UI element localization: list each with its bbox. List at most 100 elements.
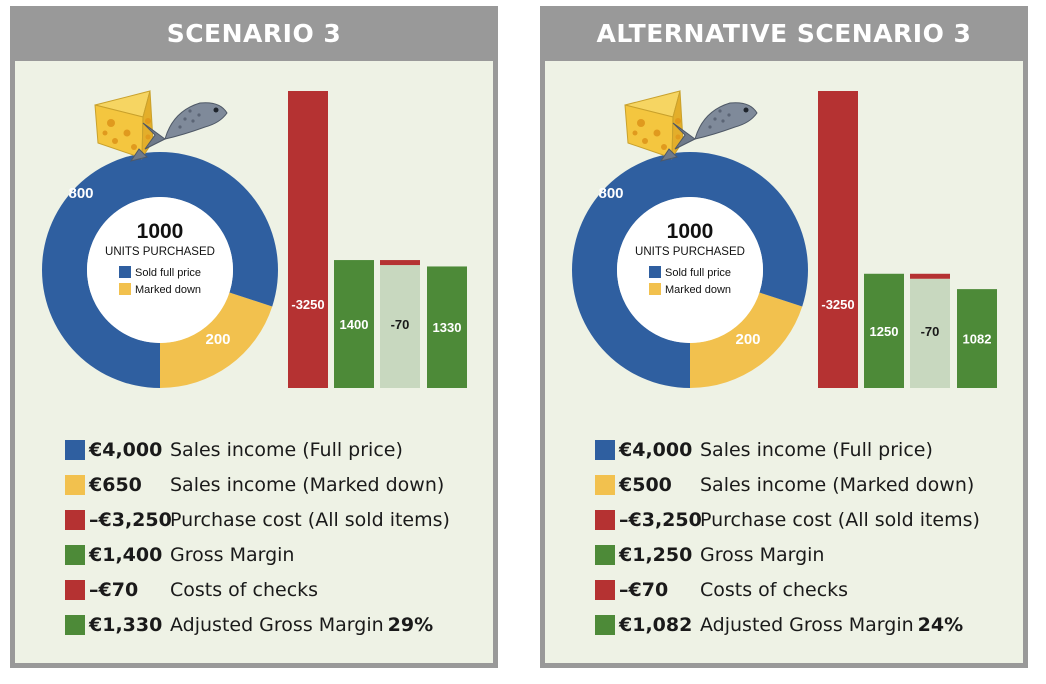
donut-label-marked-down: 200 [205,331,230,348]
summary-description-text: Costs of checks [700,579,849,601]
bar-checks-cost [910,273,950,279]
summary-amount: €4,000 [89,439,163,461]
bar-checks-remaining [910,278,950,388]
bar [864,273,904,388]
summary-swatch [65,510,85,530]
bar [427,266,467,388]
summary-row: €500 Sales income (Marked down) [595,474,1015,496]
summary-description: Sales income (Marked down) [700,474,974,496]
bar-value-label: -70 [391,317,410,332]
chart-svg: 800 200 1000 UNITS PURCHASED Sold full price… [572,90,997,388]
summary-row: –€3,250 Purchase cost (All sold items) [595,509,1015,531]
summary-amount: €1,400 [89,544,163,566]
summary-row: €1,330 Adjusted Gross Margin 29% [65,614,485,636]
summary-description-text: Sales income (Marked down) [170,474,445,496]
summary-description: Gross Margin [700,544,824,566]
chart-svg: 800 200 1000 UNITS PURCHASED Sold full price… [42,90,467,388]
summary-swatch [595,475,615,495]
summary-row: –€70 Costs of checks [595,579,1015,601]
bar-value-label: -70 [921,324,940,339]
summary-amount: €650 [89,474,142,496]
summary-swatch [595,510,615,530]
donut-hole [617,197,763,343]
bar-value-label: -3250 [291,297,324,312]
summary-row: €4,000 Sales income (Full price) [65,439,485,461]
summary-percentage: 29% [387,614,434,636]
panel-title: ALTERNATIVE SCENARIO 3 [596,19,972,48]
summary-swatch [65,440,85,460]
summary-description-text: Purchase cost (All sold items) [700,509,980,531]
summary-swatch [65,545,85,565]
bar-value-label: 1250 [870,324,899,339]
donut-hole [87,197,233,343]
donut-label-full-price: 800 [68,185,93,202]
summary-amount: –€3,250 [89,509,172,531]
summary-description: Sales income (Marked down) [170,474,444,496]
summary-description-text: Purchase cost (All sold items) [170,509,450,531]
bar [818,91,858,388]
bar [334,260,374,388]
donut-slice-sold-full-price [42,151,279,388]
summary-row: €1,250 Gross Margin [595,544,1015,566]
summary-amount: –€70 [619,579,669,601]
summary-percentage: 24% [917,614,964,636]
donut-legend-label: Marked down [135,284,201,296]
summary-description-text: Gross Margin [700,544,825,566]
cheese-icon [94,90,154,160]
summary-swatch [595,615,615,635]
panel-body: 800 200 1000 UNITS PURCHASED Sold full price… [545,61,1023,663]
bar [288,91,328,388]
summary-amount: –€70 [89,579,139,601]
summary-description-text: Costs of checks [170,579,319,601]
summary-row: –€70 Costs of checks [65,579,485,601]
summary-description: Costs of checks [170,579,318,601]
donut-legend-swatch [649,266,661,278]
summary-description: Costs of checks [700,579,848,601]
panel-title: SCENARIO 3 [166,19,342,48]
donut-slice-marked-down [690,292,803,388]
summary-amount: €4,000 [619,439,693,461]
summary-swatch [65,475,85,495]
summary-description-text: Adjusted Gross Margin [170,614,384,636]
donut-label-full-price: 800 [598,185,623,202]
summary-description: Adjusted Gross Margin 24% [700,614,963,636]
bar-value-label: 1400 [340,317,369,332]
summary-amount: –€3,250 [619,509,702,531]
summary-description-text: Gross Margin [170,544,295,566]
summary-amount: €500 [619,474,672,496]
donut-legend-swatch [119,283,131,295]
summary-description-text: Sales income (Marked down) [700,474,975,496]
donut-center-label: UNITS PURCHASED [105,246,215,258]
bar-checks-cost [380,260,420,266]
donut-legend-label: Sold full price [665,267,731,279]
donut-label-marked-down: 200 [735,331,760,348]
summary-description-text: Sales income (Full price) [700,439,933,461]
fish-icon [129,102,228,162]
summary-row: €650 Sales income (Marked down) [65,474,485,496]
summary-description-text: Adjusted Gross Margin [700,614,914,636]
summary-swatch [595,440,615,460]
summary-row: €1,082 Adjusted Gross Margin 24% [595,614,1015,636]
summary-row: €4,000 Sales income (Full price) [595,439,1015,461]
donut-legend-swatch [649,283,661,295]
bar-value-label: 1082 [963,332,992,347]
bar-value-label: 1330 [433,320,462,335]
donut-legend-label: Marked down [665,284,731,296]
donut-center-value: 1000 [667,220,714,243]
summary-description: Purchase cost (All sold items) [170,509,450,531]
summary-description: Gross Margin [170,544,294,566]
summary-amount: €1,250 [619,544,693,566]
summary-row: €1,400 Gross Margin [65,544,485,566]
summary-description: Adjusted Gross Margin 29% [170,614,433,636]
summary-swatch [595,580,615,600]
summary-swatch [65,580,85,600]
summary-description: Purchase cost (All sold items) [700,509,980,531]
donut-legend-swatch [119,266,131,278]
summary-description: Sales income (Full price) [700,439,933,461]
summary-swatch [595,545,615,565]
donut-center-label: UNITS PURCHASED [635,246,745,258]
summary-description-text: Sales income (Full price) [170,439,403,461]
scenario-panel: SCENARIO 3 800 200 1000 UNITS PURCHASED Sold… [10,6,498,668]
alternative-scenario-panel: ALTERNATIVE SCENARIO 3 800 200 1000 UNITS P… [540,6,1028,668]
panel-body: 800 200 1000 UNITS PURCHASED Sold full price… [15,61,493,663]
